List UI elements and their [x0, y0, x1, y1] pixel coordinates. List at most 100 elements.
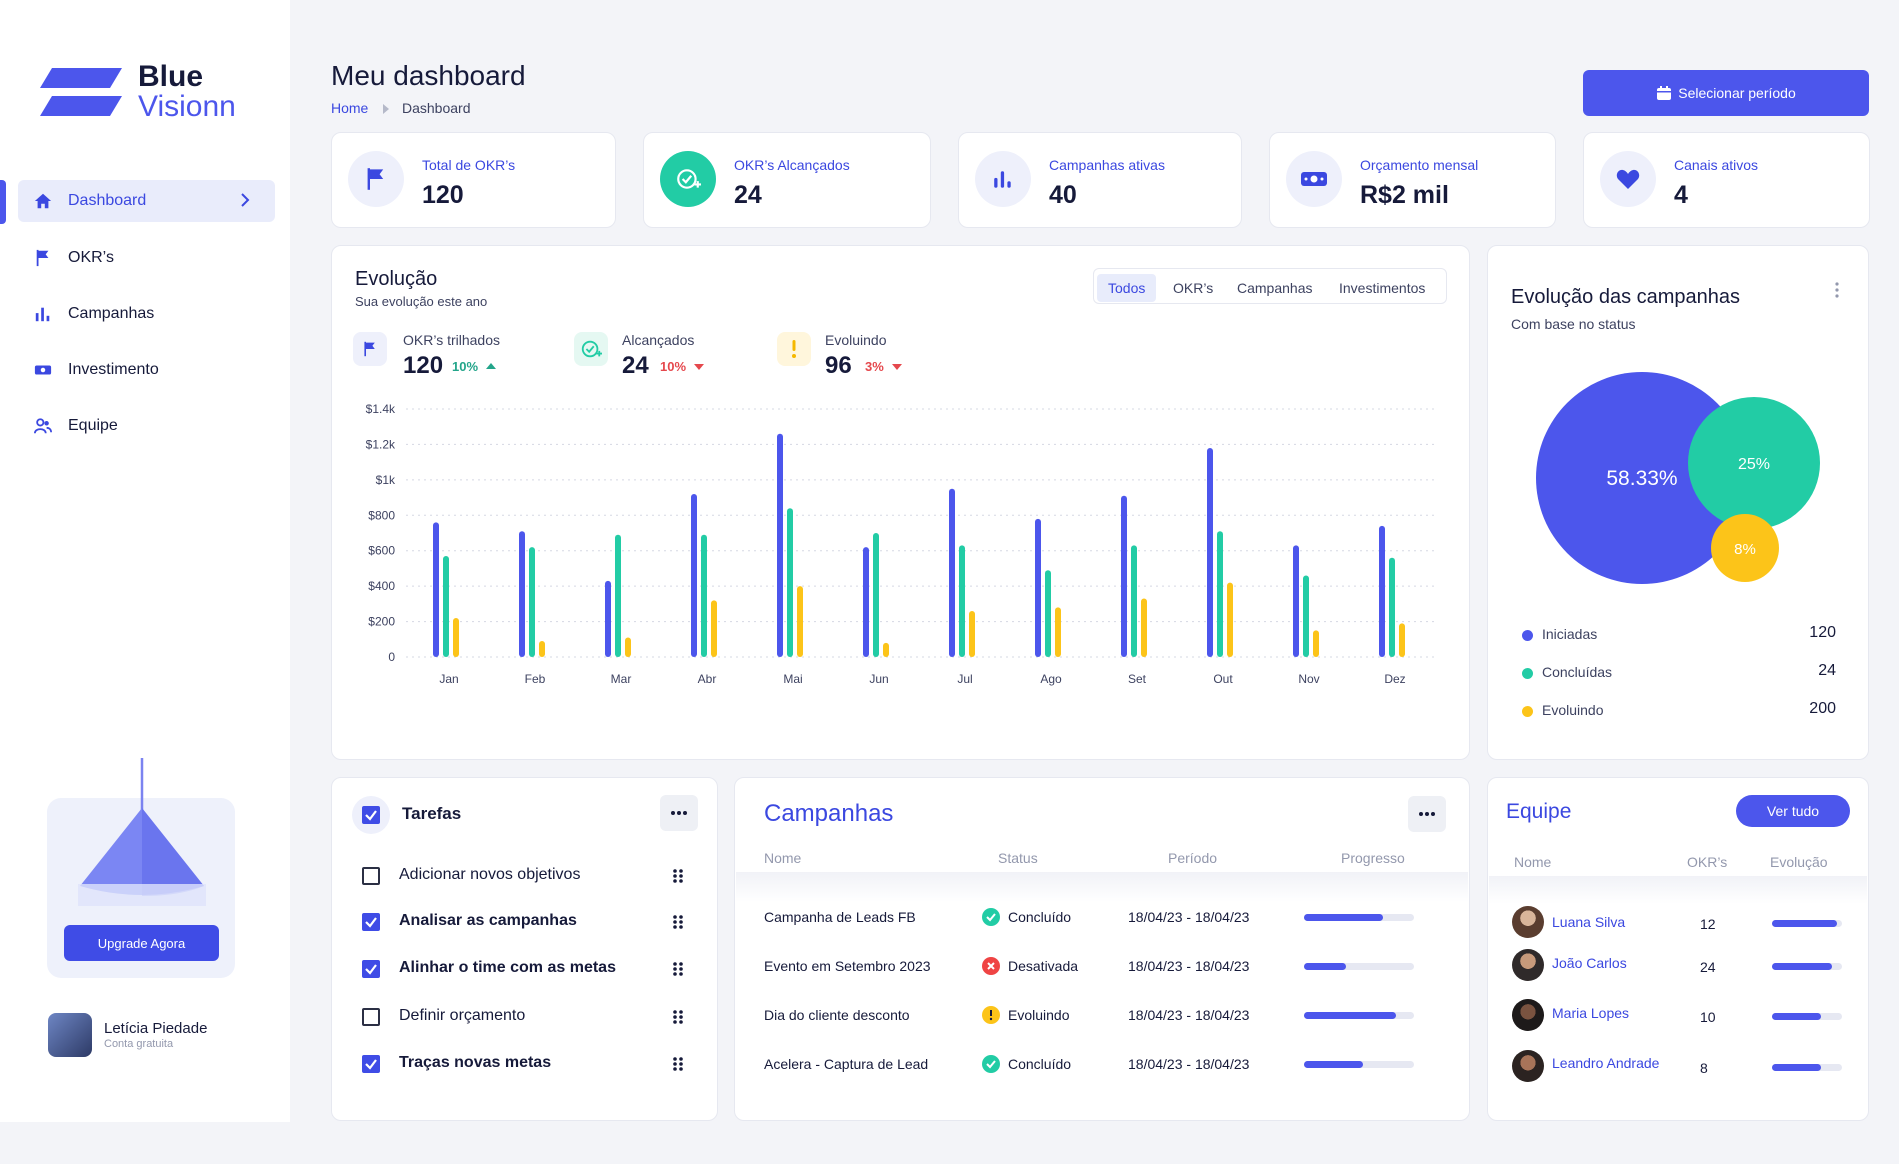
task-checkbox[interactable]	[362, 1008, 380, 1026]
status-warning-icon	[982, 1006, 1000, 1024]
legend-row: Iniciadas 120	[1522, 624, 1836, 646]
sidebar-item-investimento[interactable]: Investimento	[18, 349, 275, 391]
campaigns-more-button[interactable]	[1408, 796, 1446, 832]
breadcrumb-home[interactable]: Home	[331, 100, 369, 116]
more-vertical-icon[interactable]	[1834, 281, 1840, 299]
task-item[interactable]: Traças novas metas	[362, 1052, 692, 1076]
avatar[interactable]	[1512, 999, 1544, 1031]
breadcrumb-arrow-icon	[383, 104, 389, 114]
kpi-icon-wrap	[353, 332, 387, 366]
drag-handle-icon[interactable]	[672, 961, 684, 977]
breadcrumb-current: Dashboard	[402, 100, 471, 116]
sidebar-item-campanhas[interactable]: Campanhas	[18, 293, 275, 335]
progress-fill	[1772, 963, 1833, 970]
view-all-button[interactable]: Ver tudo	[1736, 795, 1850, 827]
tasks-more-button[interactable]	[660, 795, 698, 831]
table-row[interactable]: Dia do cliente desconto Evoluindo 18/04/…	[764, 1002, 1414, 1028]
avatar[interactable]	[48, 1013, 92, 1057]
bubble-label-iniciadas: 58.33%	[1606, 467, 1677, 490]
stat-card-okrs: Total de OKR’s 120	[331, 132, 616, 228]
bar	[883, 642, 889, 657]
bar	[959, 545, 965, 657]
task-item[interactable]: Definir orçamento	[362, 1005, 692, 1029]
bar	[433, 522, 439, 657]
avatar[interactable]	[1512, 906, 1544, 938]
stat-value: R$2 mil	[1360, 181, 1449, 209]
member-name: Maria Lopes	[1552, 1005, 1630, 1021]
checkbox-icon	[362, 806, 380, 824]
drag-handle-icon[interactable]	[672, 1056, 684, 1072]
task-checkbox[interactable]	[362, 913, 380, 931]
bar	[691, 494, 697, 657]
sidebar-item-dashboard[interactable]: Dashboard	[18, 180, 275, 222]
flag-icon	[364, 341, 375, 357]
task-checkbox[interactable]	[362, 867, 380, 885]
bar	[539, 641, 545, 657]
drag-handle-icon[interactable]	[672, 868, 684, 884]
team-member[interactable]: Luana Silva 12	[1512, 906, 1842, 940]
trend-down-icon	[892, 364, 902, 370]
campaign-status: Evoluindo	[1008, 1007, 1070, 1023]
task-item[interactable]: Alinhar o time com as metas	[362, 957, 692, 981]
kpi-value: 120	[403, 352, 444, 379]
tab-okrs[interactable]: OKR’s	[1173, 280, 1214, 296]
stat-card-budget: Orçamento mensal R$2 mil	[1269, 132, 1556, 228]
member-name: Leandro Andrade	[1552, 1055, 1660, 1071]
tab-investimentos[interactable]: Investimentos	[1339, 280, 1426, 296]
member-name: João Carlos	[1552, 955, 1627, 971]
team-member[interactable]: Maria Lopes 10	[1512, 999, 1842, 1033]
table-row[interactable]: Evento em Setembro 2023 Desativada 18/04…	[764, 953, 1414, 979]
team-member[interactable]: Leandro Andrade 8	[1512, 1050, 1842, 1084]
avatar[interactable]	[1512, 949, 1544, 981]
kpi-percent: 10%	[660, 359, 687, 374]
avatar[interactable]	[1512, 1050, 1544, 1082]
x-tick-label: Jul	[957, 672, 972, 686]
kpi-icon-wrap	[777, 332, 811, 366]
task-item[interactable]: Analisar as campanhas	[362, 910, 692, 934]
sidebar-item-equipe[interactable]: Equipe	[18, 405, 275, 447]
stat-value: 24	[734, 181, 762, 209]
task-label: Definir orçamento	[399, 1007, 526, 1024]
x-tick-label: Abr	[698, 672, 717, 686]
progress-fill	[1772, 1064, 1821, 1071]
team-member[interactable]: João Carlos 24	[1512, 949, 1842, 983]
task-item[interactable]: Adicionar novos objetivos	[362, 864, 692, 888]
y-tick-label: 0	[388, 650, 395, 664]
bubble-label-concluidas: 25%	[1738, 456, 1770, 473]
campaign-name: Acelera - Captura de Lead	[764, 1056, 929, 1072]
bar	[615, 534, 621, 657]
progress-bar	[1304, 914, 1414, 921]
bar	[777, 433, 783, 657]
evolution-title: Evolução	[355, 268, 438, 290]
progress-fill	[1304, 914, 1384, 921]
progress-fill	[1772, 1013, 1821, 1020]
bar	[529, 547, 535, 657]
task-checkbox[interactable]	[362, 960, 380, 978]
sidebar-item-okrs[interactable]: OKR’s	[18, 237, 275, 279]
kpi-label: Alcançados	[622, 332, 695, 348]
stat-label: Orçamento mensal	[1360, 157, 1479, 173]
progress-bar	[1772, 963, 1842, 970]
sidebar-item-label: Dashboard	[68, 192, 147, 209]
task-checkbox[interactable]	[362, 1055, 380, 1073]
col-team-okrs: OKR’s	[1687, 854, 1728, 870]
table-row[interactable]: Acelera - Captura de Lead Concluído 18/0…	[764, 1051, 1414, 1077]
trend-up-icon	[486, 363, 496, 369]
bar	[1121, 495, 1127, 657]
drag-handle-icon[interactable]	[672, 914, 684, 930]
table-row[interactable]: Campanha de Leads FB Concluído 18/04/23 …	[764, 904, 1414, 930]
evolution-bar-chart: 0 $200 $400 $600 $800 $1k $1.2k $1.4k Jan Feb Mar A…	[366, 402, 1438, 686]
upgrade-button[interactable]: Upgrade Agora	[64, 925, 219, 961]
y-tick-label: $1.2k	[366, 437, 396, 451]
drag-handle-icon[interactable]	[672, 1009, 684, 1025]
logo-icon	[40, 68, 122, 116]
stat-card-channels: Canais ativos 4	[1583, 132, 1870, 228]
select-period-button[interactable]: Selecionar período	[1583, 70, 1869, 116]
tab-todos[interactable]: Todos	[1097, 274, 1157, 302]
tab-campanhas[interactable]: Campanhas	[1237, 280, 1313, 296]
flag-icon	[367, 168, 384, 190]
progress-bar	[1772, 1064, 1842, 1071]
progress-bar	[1772, 1013, 1842, 1020]
bubble-evoluindo	[1711, 514, 1779, 582]
stat-label: Canais ativos	[1674, 157, 1759, 173]
